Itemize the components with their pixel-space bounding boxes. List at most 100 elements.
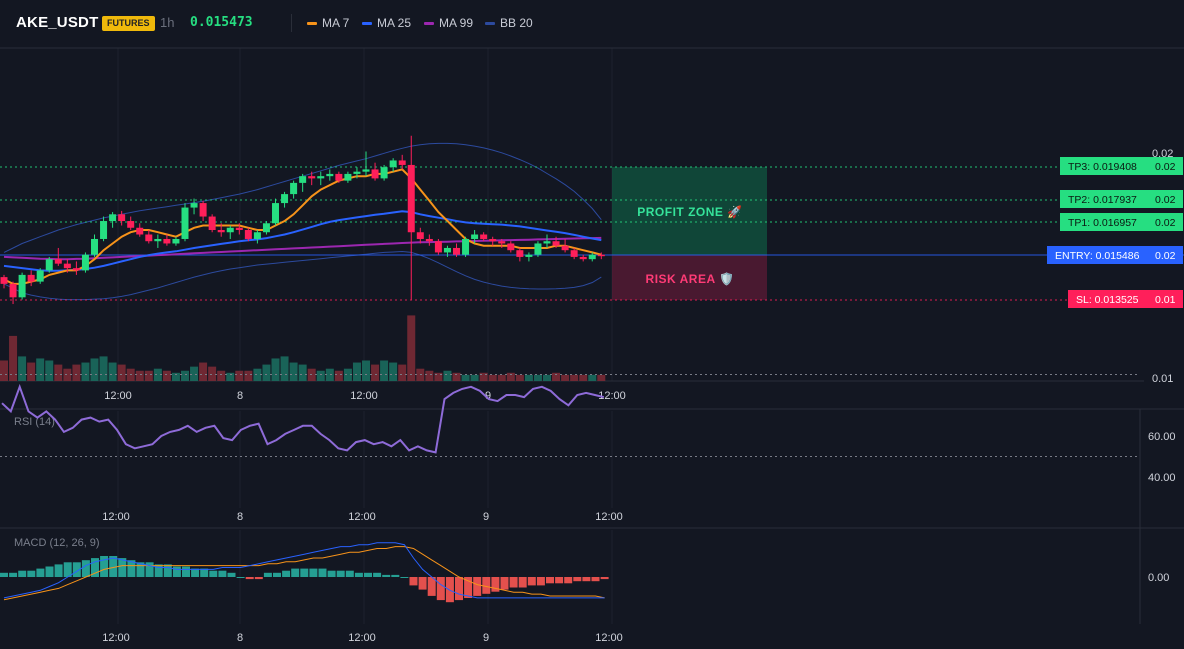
tag-tp3[interactable]: TP3: 0.019408 0.02 — [1060, 157, 1183, 175]
macd-histogram-bar — [36, 568, 45, 577]
macd-title: MACD (12, 26, 9) — [14, 537, 100, 549]
candle-body — [462, 238, 470, 255]
macd-histogram-bar — [591, 577, 600, 582]
volume-bar — [316, 370, 325, 381]
macd-histogram-bar — [582, 577, 591, 582]
macd-pane — [0, 542, 609, 603]
volume-bar — [235, 370, 244, 381]
volume-bar — [597, 374, 606, 381]
candlesticks — [0, 135, 605, 305]
candle-body — [63, 263, 71, 269]
tag-tp3-bg — [1060, 157, 1183, 175]
tag-tp1-axis: 0.02 — [1155, 217, 1176, 229]
macd-histogram-bar — [0, 572, 8, 577]
candle-body — [118, 214, 126, 222]
macd-tick-zero: 0.00 — [1148, 572, 1169, 584]
macd-histogram-bar — [227, 572, 236, 577]
candle-body — [100, 221, 108, 239]
volume-bar — [362, 360, 370, 381]
macd-histogram-bar — [500, 577, 509, 590]
legend-ma25[interactable]: MA 25 — [362, 16, 411, 30]
macd-histogram-bar — [209, 570, 218, 577]
macd-histogram-bar — [455, 577, 463, 601]
volume-bar — [561, 374, 570, 381]
macd-histogram-bar — [218, 570, 227, 577]
volume-bar — [371, 364, 380, 381]
tag-entry-axis: 0.02 — [1155, 250, 1176, 262]
volume-bar — [27, 362, 36, 381]
candle-body — [525, 254, 533, 257]
macd-histogram-bar — [555, 577, 564, 584]
legend-ma99[interactable]: MA 99 — [424, 16, 473, 30]
tag-tp2-label: TP2: 0.017937 — [1068, 194, 1137, 206]
candle-body — [235, 227, 243, 231]
volume-bar — [380, 360, 389, 381]
macd-histogram-bar — [473, 577, 482, 596]
candle-body — [72, 268, 80, 271]
candle-body — [570, 250, 578, 257]
macd-histogram-bar — [127, 560, 136, 577]
macd-histogram-bar — [382, 574, 391, 577]
macd-histogram-bar — [536, 577, 545, 586]
candle-body — [389, 160, 397, 168]
symbol-title[interactable]: AKE_USDT — [16, 14, 99, 31]
candle-body — [507, 243, 515, 251]
macd-histogram-bar — [154, 564, 163, 577]
volume-bar — [135, 370, 144, 381]
candle-body — [136, 227, 144, 235]
volume-bar — [443, 370, 452, 381]
candle-body — [181, 207, 189, 239]
rsi-tick-60: 60.00 — [1148, 431, 1176, 443]
candle-body — [489, 238, 497, 242]
candle-body — [190, 203, 198, 208]
macd-histogram-bar — [100, 556, 109, 577]
volume-bar — [0, 360, 8, 381]
legend-ma7[interactable]: MA 7 — [307, 16, 349, 30]
candle-body — [588, 254, 596, 260]
candle-body — [317, 176, 325, 179]
macd-histogram-bar — [300, 568, 309, 577]
candle-body — [36, 270, 44, 282]
candle-body — [344, 173, 352, 181]
tag-tp2[interactable]: TP2: 0.017937 0.02 — [1060, 190, 1183, 208]
time-tick: 9 — [483, 632, 489, 644]
legend-swatch — [307, 21, 317, 25]
candle-body — [407, 164, 415, 233]
time-tick: 12:00 — [598, 390, 626, 402]
volume-bar — [271, 358, 280, 381]
volume-bar — [117, 364, 126, 381]
volume-bars — [0, 315, 606, 381]
legend-swatch — [362, 21, 372, 25]
tag-tp1[interactable]: TP1: 0.016957 0.02 — [1060, 213, 1183, 231]
profit-zone — [612, 167, 767, 255]
macd-histogram-bar — [309, 568, 318, 577]
volume-bar — [434, 372, 443, 381]
macd-histogram-bar — [491, 577, 500, 592]
candle-body — [498, 241, 506, 244]
time-tick: 12:00 — [102, 511, 130, 523]
volume-bar — [244, 370, 253, 381]
legend-label: MA 25 — [377, 16, 412, 30]
candle-body — [453, 247, 460, 255]
legend-bb20[interactable]: BB 20 — [485, 16, 533, 30]
volume-bar — [108, 362, 117, 381]
time-tick: 8 — [237, 632, 243, 644]
macd-histogram-bar — [245, 577, 254, 580]
macd-histogram-bar — [72, 562, 81, 577]
tag-sl[interactable]: SL: 0.013525 0.01 — [1068, 290, 1183, 308]
header-divider — [291, 14, 292, 32]
tag-entry[interactable]: ENTRY: 0.015486 0.02 — [1047, 246, 1183, 264]
volume-bar — [524, 374, 533, 381]
candle-body — [516, 250, 524, 257]
volume-bar — [36, 358, 45, 381]
timeframe-label[interactable]: 1h — [160, 15, 175, 30]
candle-body — [18, 274, 26, 298]
volume-bar — [54, 364, 63, 381]
legend-label: MA 99 — [439, 16, 474, 30]
ma25-line — [3, 210, 602, 272]
rsi-tick-40: 40.00 — [1148, 472, 1176, 484]
time-tick: 12:00 — [595, 511, 623, 523]
candle-body — [362, 169, 370, 172]
volume-bar — [470, 374, 479, 381]
